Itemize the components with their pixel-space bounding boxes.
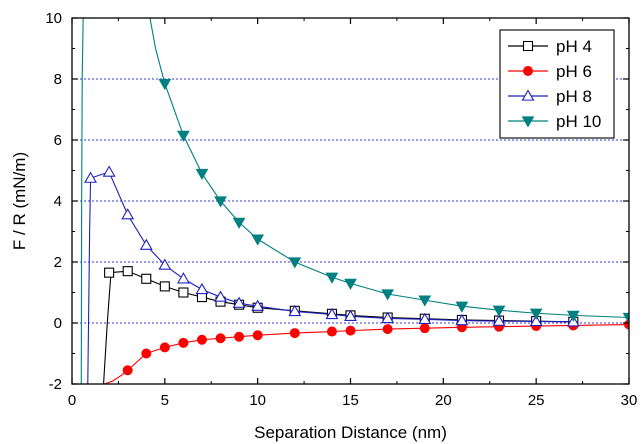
- data-point: [418, 295, 432, 307]
- x-tick-label: 30: [621, 392, 638, 409]
- legend-label: pH 8: [556, 87, 592, 106]
- data-point: [381, 289, 394, 301]
- axes: 0 5 10 15 20 25 30 -2 0 2 4 6 8 10 Separation Distance…: [10, 10, 637, 442]
- data-point: [344, 309, 357, 321]
- data-point: [177, 130, 190, 142]
- data-point: [529, 314, 543, 327]
- data-point: [344, 278, 357, 290]
- data-point: [104, 267, 115, 278]
- data-point: [251, 299, 265, 311]
- data-point: [288, 304, 302, 317]
- data-point: [178, 287, 189, 298]
- data-point: [195, 168, 209, 181]
- x-tick-label: 5: [161, 392, 169, 409]
- data-point: [523, 66, 534, 77]
- series-line: [90, 171, 574, 323]
- data-point: [158, 258, 172, 270]
- data-point: [325, 272, 339, 284]
- data-point: [251, 234, 265, 246]
- legend-item: pH 8: [508, 87, 592, 106]
- x-axis-title: Separation Distance (nm): [254, 423, 447, 442]
- data-point: [196, 334, 207, 345]
- data-point: [159, 342, 170, 353]
- data-point: [455, 313, 469, 326]
- series-ph-6: [104, 319, 629, 384]
- data-point: [195, 282, 209, 295]
- data-point: [381, 311, 395, 324]
- data-point: [158, 78, 172, 91]
- series-line: [149, 18, 629, 319]
- data-point: [521, 89, 535, 101]
- data-point: [529, 308, 543, 320]
- series-curve-segment: [80, 18, 84, 384]
- y-tick-label: 8: [54, 71, 62, 88]
- data-point: [566, 310, 580, 322]
- data-point: [234, 331, 245, 342]
- data-point: [214, 196, 227, 208]
- series-line: [127, 323, 629, 371]
- y-tick-label: 0: [54, 315, 62, 332]
- data-point: [232, 296, 246, 308]
- data-point: [178, 337, 189, 348]
- legend: pH 4 pH 6 pH 8 pH 10: [499, 29, 615, 139]
- x-tick-label: 25: [528, 392, 545, 409]
- data-point: [232, 217, 246, 229]
- series-ph-8: [84, 165, 580, 384]
- data-point: [122, 266, 133, 277]
- legend-label: pH 4: [556, 37, 592, 56]
- data-point: [492, 314, 506, 326]
- data-point: [122, 365, 133, 376]
- data-point: [492, 305, 506, 317]
- data-point: [345, 325, 356, 336]
- series-ph-10: [80, 18, 629, 384]
- data-point: [159, 281, 170, 292]
- x-tick-label: 0: [68, 392, 76, 409]
- data-point: [522, 40, 534, 52]
- data-point: [215, 333, 226, 344]
- y-tick-label: 10: [45, 10, 62, 27]
- data-point: [624, 319, 629, 330]
- legend-item: pH 10: [508, 112, 601, 131]
- data-point: [455, 301, 469, 313]
- data-point: [418, 312, 432, 325]
- legend-label: pH 6: [556, 62, 592, 81]
- y-tick-label: 2: [54, 254, 62, 271]
- x-tick-label: 10: [249, 392, 266, 409]
- y-axis-title: F / R (mN/m): [10, 152, 29, 250]
- series-ph-4: [103, 266, 579, 384]
- legend-item: pH 4: [508, 37, 592, 56]
- data-point: [139, 238, 153, 250]
- y-tick-label: 6: [54, 132, 62, 149]
- y-tick-label: 4: [54, 193, 62, 210]
- x-tick-label: 20: [435, 392, 452, 409]
- data-point: [419, 323, 430, 334]
- data-point: [102, 165, 116, 177]
- data-point: [289, 328, 300, 339]
- data-point: [84, 171, 98, 183]
- data-point: [214, 290, 227, 302]
- data-point: [382, 324, 393, 335]
- legend-item: pH 6: [508, 62, 592, 81]
- x-tick-label: 15: [342, 392, 359, 409]
- data-point: [325, 307, 339, 320]
- series-layer: [80, 18, 629, 384]
- data-point: [326, 326, 337, 337]
- legend-box: [499, 29, 615, 139]
- series-curve-segment: [103, 272, 112, 384]
- data-point: [141, 273, 152, 284]
- data-point: [141, 348, 152, 359]
- data-point: [521, 116, 535, 128]
- data-point: [622, 312, 629, 325]
- data-point: [176, 272, 190, 284]
- data-point: [252, 330, 263, 341]
- data-point: [121, 208, 135, 220]
- legend-label: pH 10: [556, 112, 601, 131]
- data-point: [288, 257, 302, 269]
- series-curve-segment: [87, 178, 92, 384]
- y-tick-label: -2: [49, 376, 62, 393]
